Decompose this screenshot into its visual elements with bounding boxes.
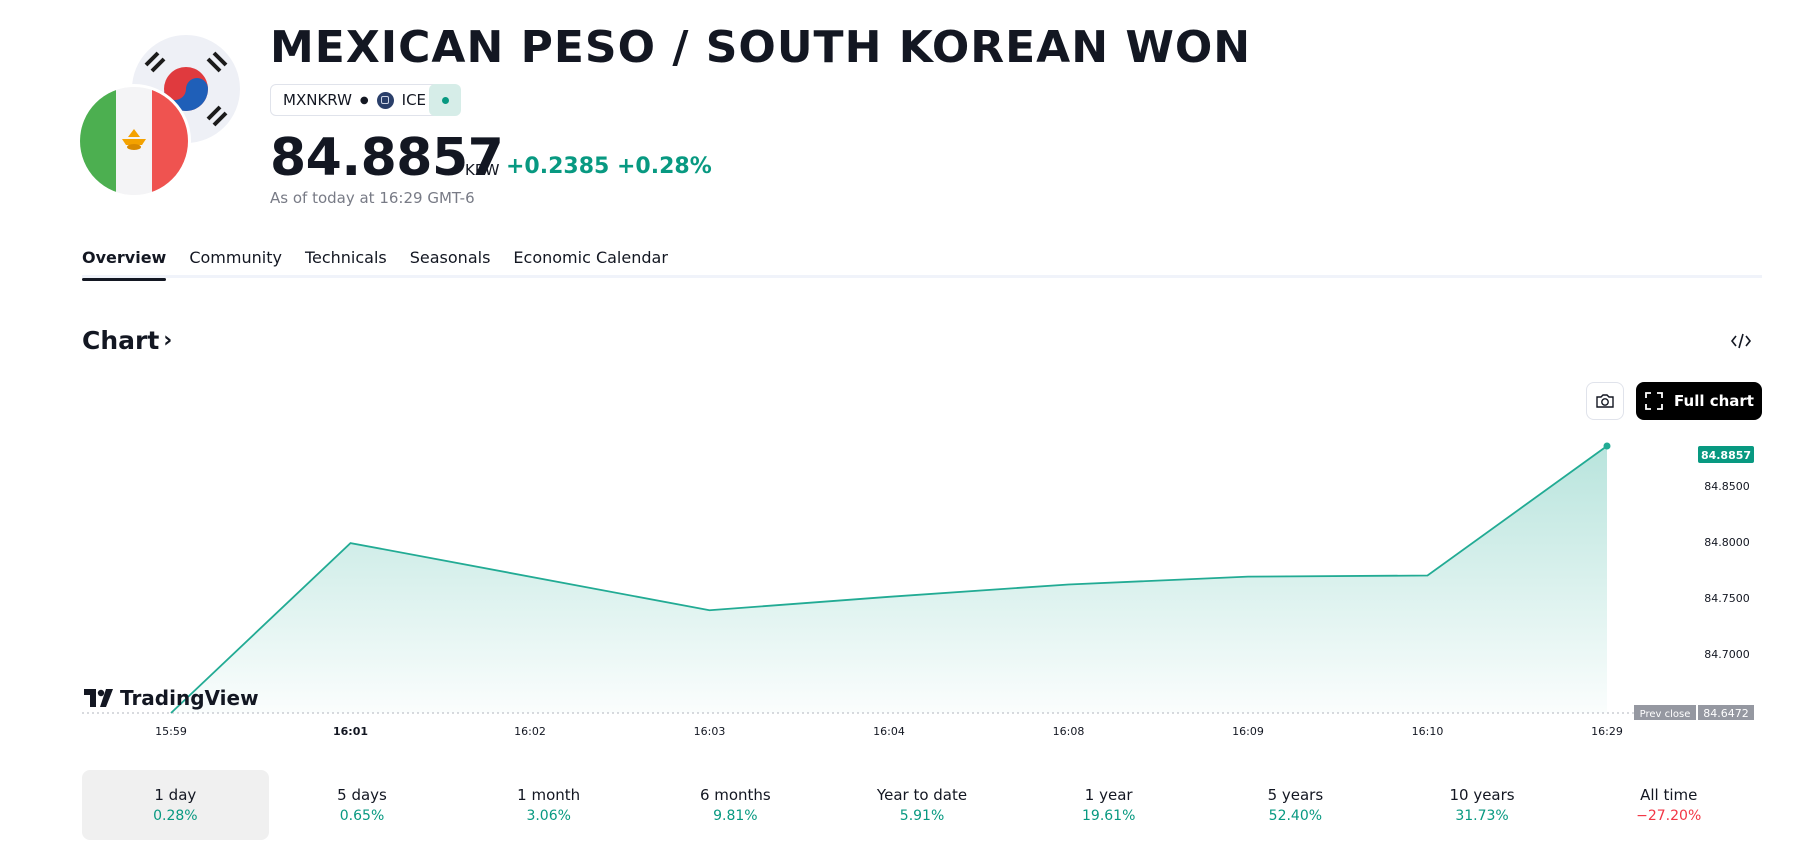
x-tick-label: 16:08 [1053,725,1085,738]
period-change: 19.61% [1082,808,1136,824]
full-chart-label: Full chart [1674,392,1754,410]
embed-code-button[interactable] [1726,328,1756,354]
tradingview-brand: TradingView [120,686,259,710]
x-tick-label: 15:59 [155,725,187,738]
prev-close-label-badge [1634,705,1696,720]
last-price-badge [1698,446,1754,463]
last-price-point [1603,442,1611,450]
status-dot-icon [441,96,449,104]
price-timestamp: As of today at 16:29 GMT-6 [270,189,475,207]
period-change: 3.06% [526,808,571,824]
exchange-icon [376,91,394,109]
market-status-badge[interactable] [429,84,461,116]
performance-periods: 1 day 0.28% 5 days 0.65% 1 month 3.06% 6… [82,770,1762,840]
tab-overview[interactable]: Overview [82,248,167,281]
prev-close-value-badge [1698,705,1754,720]
x-tick-label: 16:04 [873,725,905,738]
tab-seasonals[interactable]: Seasonals [409,248,491,267]
last-price: 84.8857 [270,128,504,188]
y-tick-label: 84.8000 [1704,536,1750,549]
x-tick-label: 16:01 [333,725,368,738]
y-tick-label: 84.7000 [1704,648,1750,661]
period-label: Year to date [876,786,968,804]
period-5-days[interactable]: 5 days 0.65% [269,770,456,840]
fullscreen-icon [1645,392,1663,410]
period-change: 52.40% [1268,808,1323,824]
price-currency: KRW [465,161,500,179]
snapshot-button[interactable] [1586,382,1624,420]
period-change: 9.81% [713,808,758,824]
period-change: 0.28% [153,808,198,824]
period-label: 1 year [1084,786,1133,804]
symbol-badge[interactable]: MXNKRW ● ICE [270,84,440,116]
prev-close-label: Prev close [1640,709,1691,720]
chevron-right-icon: › [163,328,173,353]
full-chart-button[interactable]: Full chart [1636,382,1762,420]
tradingview-logo-icon [84,689,113,707]
price-change: +0.2385 +0.28% [506,154,712,179]
period-6-months[interactable]: 6 months 9.81% [642,770,829,840]
x-tick-label: 16:10 [1412,725,1444,738]
section-tabs: Overview Community Technicals Seasonals … [82,248,1762,281]
separator-dot: ● [359,94,369,106]
period-year-to-date[interactable]: Year to date 5.91% [829,770,1016,840]
period-1-month[interactable]: 1 month 3.06% [455,770,642,840]
period-label: 10 years [1449,786,1515,804]
period-5-years[interactable]: 5 years 52.40% [1202,770,1389,840]
y-tick-label: 84.7500 [1704,592,1750,605]
mexico-flag-icon [80,87,188,195]
period-1-year[interactable]: 1 year 19.61% [1015,770,1202,840]
period-label: 6 months [699,786,771,804]
period-label: 5 days [337,786,387,804]
currency-flags [80,35,245,200]
chart-section-link[interactable]: Chart › [82,326,172,355]
period-label: All time [1640,786,1698,804]
symbol-ticker: MXNKRW [283,91,352,109]
period-change: 5.91% [899,808,945,824]
tradingview-logo: TradingView [84,686,259,710]
y-tick-label: 84.8500 [1704,480,1750,493]
period-change: 31.73% [1455,808,1509,824]
period-change: 0.65% [339,808,385,824]
last-price-badge-text: 84.8857 [1701,449,1751,462]
code-icon [1730,333,1752,349]
prev-close-value: 84.6472 [1703,707,1749,720]
period-1-day[interactable]: 1 day 0.28% [82,770,269,840]
tab-community[interactable]: Community [189,248,282,267]
price-area [171,446,1607,713]
chart-section-title: Chart [82,326,160,355]
x-tick-label: 16:03 [694,725,726,738]
period-all-time[interactable]: All time −27.20% [1575,770,1762,840]
period-10-years[interactable]: 10 years 31.73% [1389,770,1576,840]
page-title: MEXICAN PESO / SOUTH KOREAN WON [270,22,1252,73]
period-label: 1 month [517,786,581,804]
period-label: 5 years [1267,786,1324,804]
tab-economic-calendar[interactable]: Economic Calendar [513,248,668,267]
tab-technicals[interactable]: Technicals [304,248,387,267]
x-tick-label: 16:09 [1232,725,1264,738]
price-line [170,445,1608,714]
period-change: −27.20% [1636,808,1702,824]
camera-icon [1596,394,1614,408]
exchange-name: ICE [401,91,427,109]
x-tick-label: 16:29 [1591,725,1623,738]
period-label: 1 day [154,786,197,804]
x-tick-label: 16:02 [514,725,546,738]
